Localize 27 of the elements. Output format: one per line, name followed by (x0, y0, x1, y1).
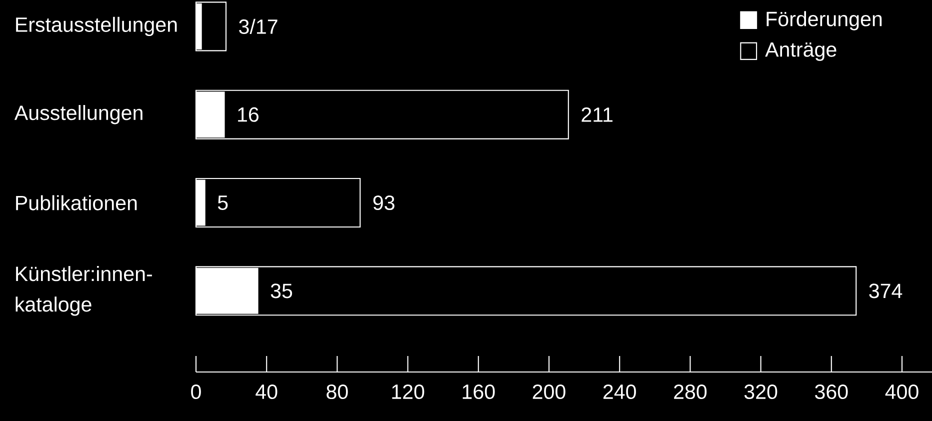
x-tick-label: 0 (191, 384, 201, 400)
x-tick-label: 320 (744, 384, 778, 400)
data-label: 93 (373, 195, 394, 210)
x-tick-label: 280 (674, 384, 707, 400)
x-tick-label: 160 (462, 384, 495, 400)
bar (195, 178, 361, 228)
legend-label: Anträge (765, 42, 836, 61)
bar (195, 90, 569, 140)
y-tick-label: Künstler:innen-kataloge (16, 266, 152, 316)
y-tick-label: Ausstellungen (14, 105, 142, 124)
data-label: 3/17 (239, 18, 278, 34)
x-tick-label: 120 (392, 384, 424, 400)
y-tick-label: Erstausstellungen (16, 16, 177, 36)
x-tick-label: 80 (326, 384, 348, 400)
y-tick-label: Publikationen (16, 195, 137, 210)
legend-label: Förderungen (766, 11, 882, 30)
x-tick-label: 200 (532, 384, 566, 400)
data-label: 211 (582, 107, 612, 122)
data-label: 35 (270, 284, 292, 298)
x-tick-label: 40 (256, 384, 278, 400)
x-tick-label: 240 (603, 384, 636, 400)
data-label: 374 (869, 284, 902, 298)
x-tick-label: 360 (815, 384, 848, 400)
bar (195, 266, 857, 316)
x-tick-label: 400 (885, 384, 918, 400)
data-label: 5 (218, 196, 228, 210)
data-label: 16 (238, 107, 258, 122)
